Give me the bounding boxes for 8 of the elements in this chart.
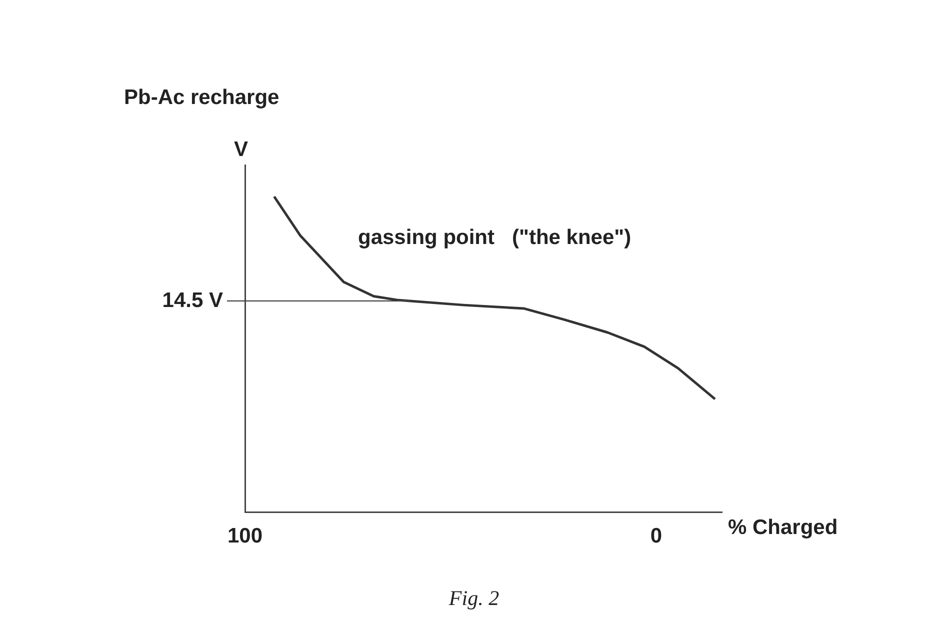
ref-line-label: 14.5 V bbox=[162, 288, 223, 312]
chart-title: Pb-Ac recharge bbox=[124, 86, 280, 110]
x-tick-label: 0 bbox=[650, 524, 662, 548]
y-axis-title: V bbox=[234, 138, 248, 162]
x-tick-label: 100 bbox=[227, 524, 263, 548]
annotation: gassing point ("the knee") bbox=[358, 226, 632, 250]
caption: Fig. 2 bbox=[448, 586, 500, 611]
x-axis-title: % Charged bbox=[728, 516, 838, 540]
